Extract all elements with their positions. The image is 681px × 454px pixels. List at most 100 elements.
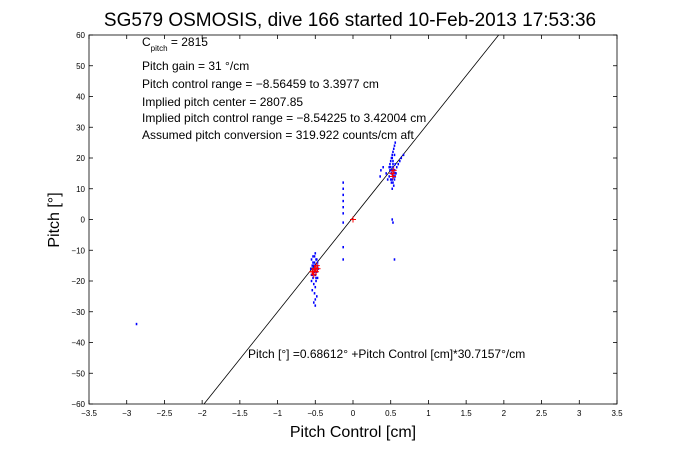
data-point-blue [310,267,313,270]
data-point-blue [392,184,395,187]
data-point-blue [314,304,317,307]
data-point-blue [394,162,397,166]
data-point-blue [310,279,313,283]
data-points [135,141,405,326]
data-point-blue [395,166,398,169]
x-tick-label: 1.5 [461,409,473,418]
c-pitch-subscript: pitch [151,44,168,53]
x-tick-label: −0.5 [307,409,323,418]
data-point-blue [342,193,344,197]
x-tick-label: −3.5 [81,409,97,418]
data-point-blue [391,178,394,181]
c-pitch-line: Cpitch = 2815 [142,35,208,53]
data-point-blue [392,221,394,224]
data-point-blue [394,172,397,175]
x-tick-label: 3.5 [611,409,623,418]
data-point-blue [394,141,397,144]
x-tick-label: 2 [502,409,507,418]
data-point-blue [342,199,344,203]
data-point-red-plus [313,262,320,269]
data-point-blue [402,153,405,157]
data-point-blue [390,181,393,184]
data-point-blue [315,295,318,298]
annotation-block: Cpitch = 2815 Pitch gain = 31 °/cm Pitch… [142,35,426,142]
c-pitch-symbol: C [142,35,151,49]
data-point-red-plus [389,170,396,177]
x-tick-label: −1.5 [232,409,248,418]
y-tick-label: −30 [71,308,85,317]
data-point-blue [312,264,315,267]
x-tick-label: 1 [426,409,431,418]
pitch-conversion-text: Assumed pitch conversion = 319.922 count… [142,128,414,142]
data-point-blue [379,175,381,178]
data-point-red-plus [310,271,317,278]
data-point-blue [313,292,316,295]
data-point-red-plus [350,216,356,223]
data-point-blue [314,252,317,255]
data-point-blue [311,264,314,267]
x-axis-label: Pitch Control [cm] [290,424,416,441]
data-point-blue [393,258,396,261]
x-tick-label: −2 [198,409,208,418]
data-point-blue [392,150,394,154]
data-point-blue [380,169,382,172]
y-tick-label: 40 [76,93,85,102]
x-tick-label: −1 [273,409,283,418]
y-tick-label: 20 [76,154,85,163]
data-point-blue [312,276,314,280]
x-tick-label: 3 [577,409,582,418]
x-tick-label: 0.5 [385,409,397,418]
data-point-blue [389,169,391,172]
data-point-blue [392,166,394,169]
data-point-blue [314,285,317,289]
c-pitch-value: = 2815 [168,35,209,49]
data-point-blue [388,166,391,169]
data-point-blue [315,279,317,283]
pitch-center-text: Implied pitch center = 2807.85 [142,95,303,109]
data-point-blue [389,159,392,163]
data-point-blue [342,245,344,249]
data-point-blue [392,181,394,184]
y-tick-label: −20 [71,277,85,286]
data-point-blue [311,289,314,292]
data-point-red-plus [309,268,316,275]
data-point-blue [392,159,394,163]
y-tick-label: −40 [71,339,85,348]
x-axis: −3.5 −3 −2.5 −2 −1.5 −1 −0.5 0 0.5 1 1.5 2 2.5 3 3.5 [81,35,623,418]
data-point-blue [397,162,400,166]
data-point-blue [392,162,394,166]
y-axis: −60 −50 −40 −30 −20 −10 0 10 20 30 40 50 60 [71,31,617,409]
data-point-blue [315,276,317,280]
data-point-blue [392,147,395,150]
x-tick-label: −3 [122,409,132,418]
data-point-blue [398,159,401,163]
data-point-blue [342,206,344,209]
x-tick-label: 2.5 [536,409,548,418]
y-tick-label: −60 [71,400,85,409]
data-point-blue [312,255,314,258]
data-point-blue [393,178,396,181]
data-point-blue [312,261,314,264]
y-tick-label: 0 [81,216,86,225]
data-point-blue [316,261,319,264]
data-point-blue [135,322,138,326]
pitch-gain-text: Pitch gain = 31 °/cm [142,59,249,73]
data-point-blue [385,172,387,175]
data-point-blue [342,212,344,215]
data-point-blue [389,178,392,181]
data-point-blue [314,298,317,301]
y-tick-label: 50 [76,62,85,71]
data-point-blue [391,156,394,160]
data-point-blue [393,144,396,147]
data-point-red-plus [389,173,396,180]
pitch-range-text: Pitch control range = −8.56459 to 3.3977… [142,77,379,91]
data-point-blue [342,221,344,224]
y-tick-label: 30 [76,123,85,132]
plot-area: −3.5 −3 −2.5 −2 −1.5 −1 −0.5 0 0.5 1 1.5 2 2.5 3 3.5 −… [71,31,623,418]
y-tick-label: −50 [71,369,85,378]
data-point-blue [388,175,391,178]
data-point-blue [382,166,384,169]
data-point-blue [393,153,396,157]
data-point-blue [389,162,391,166]
